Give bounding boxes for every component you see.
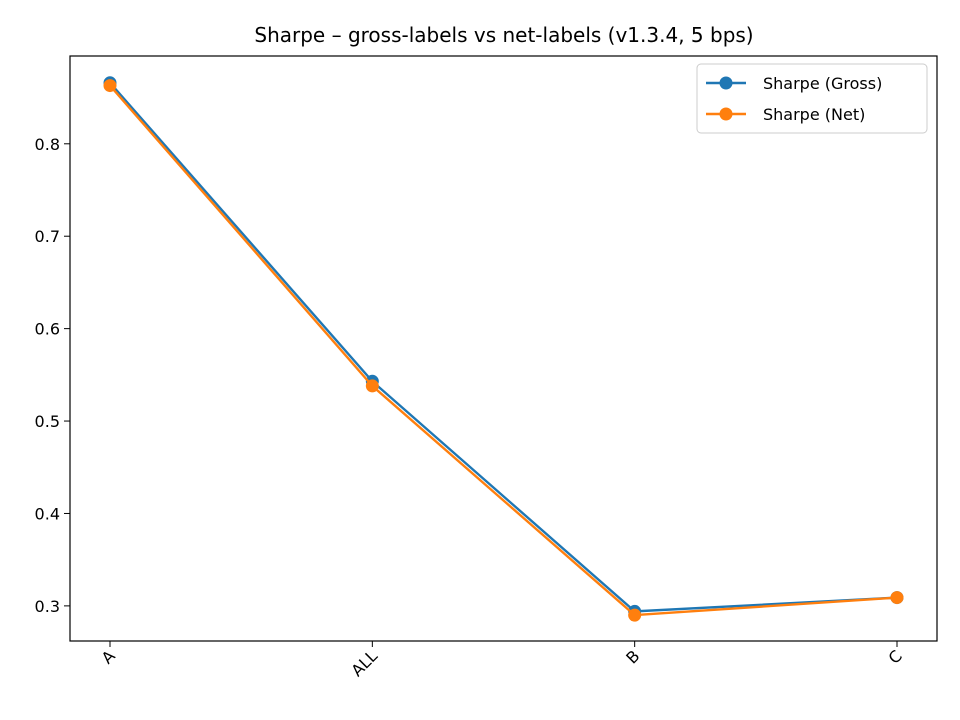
x-tick-label: A xyxy=(98,646,119,667)
x-tick-label: C xyxy=(884,646,905,667)
data-point xyxy=(628,608,642,622)
legend-marker xyxy=(719,107,733,121)
data-point xyxy=(890,591,904,605)
y-tick-label: 0.8 xyxy=(35,135,60,154)
data-point xyxy=(103,79,117,93)
y-tick-label: 0.7 xyxy=(35,227,60,246)
chart-title: Sharpe – gross-labels vs net-labels (v1.… xyxy=(254,23,753,47)
y-tick-label: 0.5 xyxy=(35,412,60,431)
series-line-gross xyxy=(109,82,898,613)
y-tick-label: 0.4 xyxy=(35,504,60,523)
legend-label: Sharpe (Net) xyxy=(763,105,865,124)
legend-box xyxy=(696,63,928,134)
series-line-net xyxy=(109,84,898,617)
series-layer xyxy=(103,76,904,622)
x-axis: A ALL B C xyxy=(98,641,906,680)
plot-frame xyxy=(69,55,938,642)
y-axis: 0.3 0.4 0.5 0.6 0.7 0.8 xyxy=(35,135,70,616)
legend-label: Sharpe (Gross) xyxy=(763,74,882,93)
y-tick-label: 0.3 xyxy=(35,597,60,616)
legend-marker xyxy=(719,76,733,90)
legend: Sharpe (Gross) Sharpe (Net) xyxy=(696,63,928,134)
x-tick-label: ALL xyxy=(347,646,381,680)
data-point xyxy=(365,379,379,393)
y-tick-label: 0.6 xyxy=(35,320,60,339)
x-tick-label: B xyxy=(622,646,643,667)
